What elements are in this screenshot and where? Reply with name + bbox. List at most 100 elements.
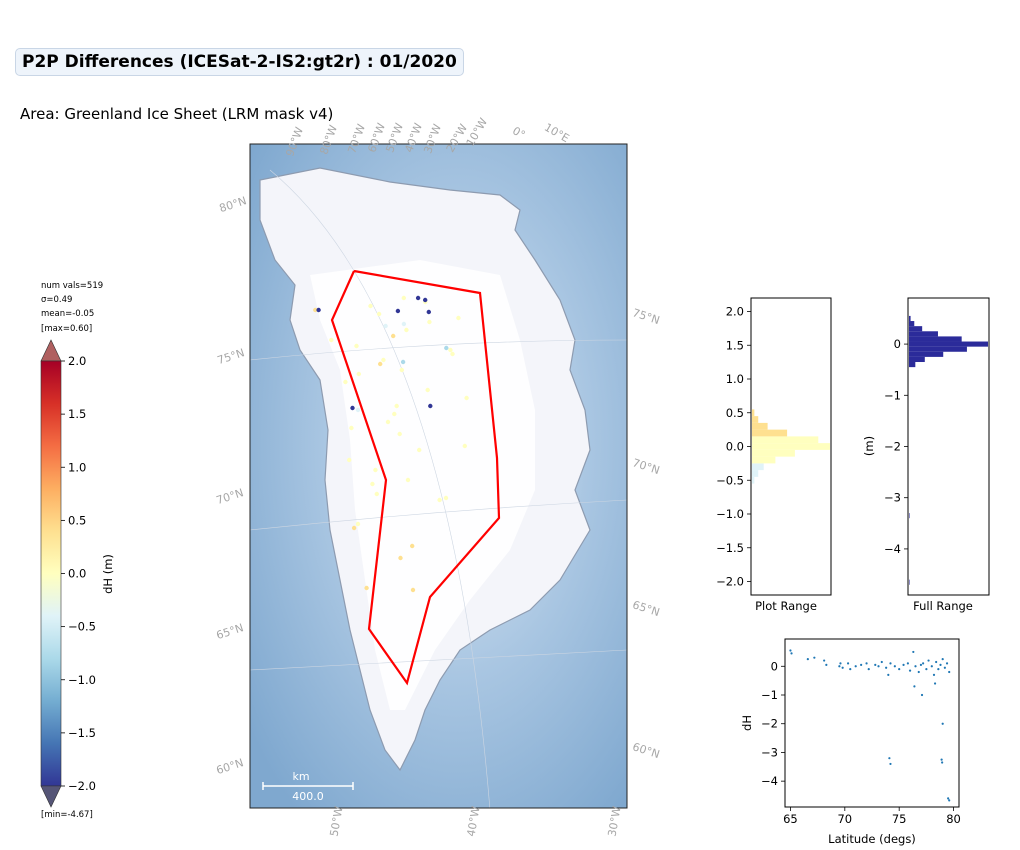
- scatter-point: [860, 663, 863, 666]
- scatter-point: [940, 758, 943, 761]
- graticule-line: [269, 169, 491, 808]
- map-point: [373, 467, 378, 473]
- map-point: [370, 481, 375, 487]
- hist-bar: [752, 476, 755, 484]
- colorbar-tick-label: 1.5: [68, 407, 86, 421]
- map-point: [427, 319, 432, 325]
- ice-interior: [310, 260, 535, 710]
- map-point: [391, 333, 396, 339]
- hist-bar: [909, 356, 925, 363]
- map-point: [329, 337, 334, 343]
- scatter-ytick-label: −3: [761, 745, 778, 759]
- hist-bar: [909, 326, 923, 332]
- scatter-point: [937, 668, 940, 671]
- map-point: [401, 295, 406, 301]
- hist-bar: [752, 449, 795, 457]
- scatter-point: [841, 666, 844, 669]
- map-point: [385, 419, 391, 425]
- map-lat-label: 65°N: [631, 598, 661, 619]
- colorbar-tick-label: −1.0: [68, 673, 96, 687]
- map-point: [364, 585, 369, 591]
- scatter-point: [889, 662, 892, 665]
- scatter-ytick-label: −2: [761, 717, 778, 731]
- scatter-point: [941, 658, 944, 661]
- colorbar-label: dH (m): [101, 554, 115, 594]
- hist-full-range: 0 −1 −2 −3 −4 (m) Full Range: [862, 297, 990, 613]
- scatter-ytick-label: 0: [771, 659, 778, 673]
- hist-bar: [752, 409, 755, 417]
- hist-full-range-ticks: 0 −1 −2 −3 −4: [884, 337, 908, 556]
- map-point: [456, 315, 461, 321]
- hist-bar: [909, 362, 916, 368]
- scatter-xtick-label: 80: [946, 812, 961, 826]
- hist-bar: [909, 321, 915, 327]
- scatter-ytick-label: −1: [761, 688, 778, 702]
- scatter-latitude: 65 70 75 80 0 −1 −2 −3 −4 Latitude (degs) dH: [740, 638, 961, 846]
- map-point: [355, 407, 361, 413]
- hist-bar: [909, 341, 988, 347]
- map-point: [443, 495, 449, 501]
- colorbar-tick-label: −1.5: [68, 726, 96, 740]
- map-lon-label: 10°E: [542, 121, 571, 146]
- hist-tick-label: −2.0: [716, 575, 744, 589]
- scatter-point: [874, 663, 877, 666]
- map-point: [351, 525, 357, 531]
- map-lat-label: 75°N: [631, 306, 661, 327]
- colorbar-tick-label: 2.0: [68, 354, 86, 368]
- graticule-line: [250, 499, 627, 531]
- map-point: [398, 555, 403, 561]
- colorbar-min-arrow: [40, 785, 62, 808]
- scatter-points: [789, 649, 951, 802]
- colorbar-tick-label: 0.5: [68, 513, 86, 527]
- map-lat-label: 80°N: [218, 194, 248, 215]
- scatter-point: [939, 663, 942, 666]
- scatter-ticks: 65 70 75 80 0 −1 −2 −3 −4: [761, 659, 961, 826]
- scatter-point: [935, 660, 938, 664]
- hist-plot-range: 2.0 1.5 1.0 0.5 0.0 −0.5 −1.0 −1.5 −2.0 Plot Ran…: [716, 297, 832, 613]
- map-point: [462, 443, 467, 449]
- map-point: [355, 521, 361, 527]
- scatter-point: [898, 668, 901, 671]
- scatter-point: [948, 799, 951, 802]
- hist-tick-label: 2.0: [726, 305, 744, 319]
- map-point: [316, 307, 321, 313]
- map-point: [374, 491, 379, 497]
- stat-max: [max=0.60]: [41, 324, 93, 334]
- stat-sigma: σ=0.49: [41, 295, 73, 305]
- hist-bar: [909, 331, 938, 337]
- map-point: [437, 497, 442, 503]
- chart-subtitle: Area: Greenland Ice Sheet (LRM mask v4): [20, 105, 334, 123]
- map-point: [464, 395, 469, 401]
- hist-bar: [752, 443, 830, 450]
- map-point: [400, 359, 406, 365]
- scatter-point: [813, 656, 816, 659]
- colorbar-tick-label: −2.0: [68, 779, 96, 793]
- hist-tick-label: 1.5: [726, 338, 744, 352]
- map-point: [347, 457, 352, 463]
- map-lon-label: 50°W: [328, 805, 346, 837]
- scatter-point: [930, 665, 933, 668]
- hist-tick-label: 1.0: [726, 372, 744, 386]
- hist-tick-label: −3: [884, 491, 901, 505]
- hist-bar: [752, 436, 819, 444]
- scatter-point: [885, 666, 888, 669]
- colorbar-tick-label: 0.0: [68, 567, 86, 581]
- graticule-line: [250, 649, 627, 671]
- hist-bar: [909, 346, 967, 352]
- map-point: [410, 543, 415, 549]
- scatter-point: [913, 685, 916, 688]
- map-point: [417, 447, 422, 453]
- map-lat-label: 70°N: [631, 456, 661, 477]
- scatter-xtick-label: 65: [783, 812, 798, 826]
- scalebar-unit: km: [292, 770, 309, 783]
- map-points: [313, 295, 469, 593]
- hist-tick-label: 0: [894, 337, 901, 351]
- hist-bar: [752, 463, 764, 471]
- scatter-point: [933, 682, 937, 685]
- stat-num-vals: num vals=519: [41, 281, 104, 291]
- scalebar-value: 400.0: [292, 790, 324, 803]
- map-lat-label: 65°N: [215, 621, 245, 642]
- map-point: [313, 307, 318, 313]
- map-lat-label: 60°N: [631, 740, 661, 761]
- scatter-point: [887, 673, 890, 676]
